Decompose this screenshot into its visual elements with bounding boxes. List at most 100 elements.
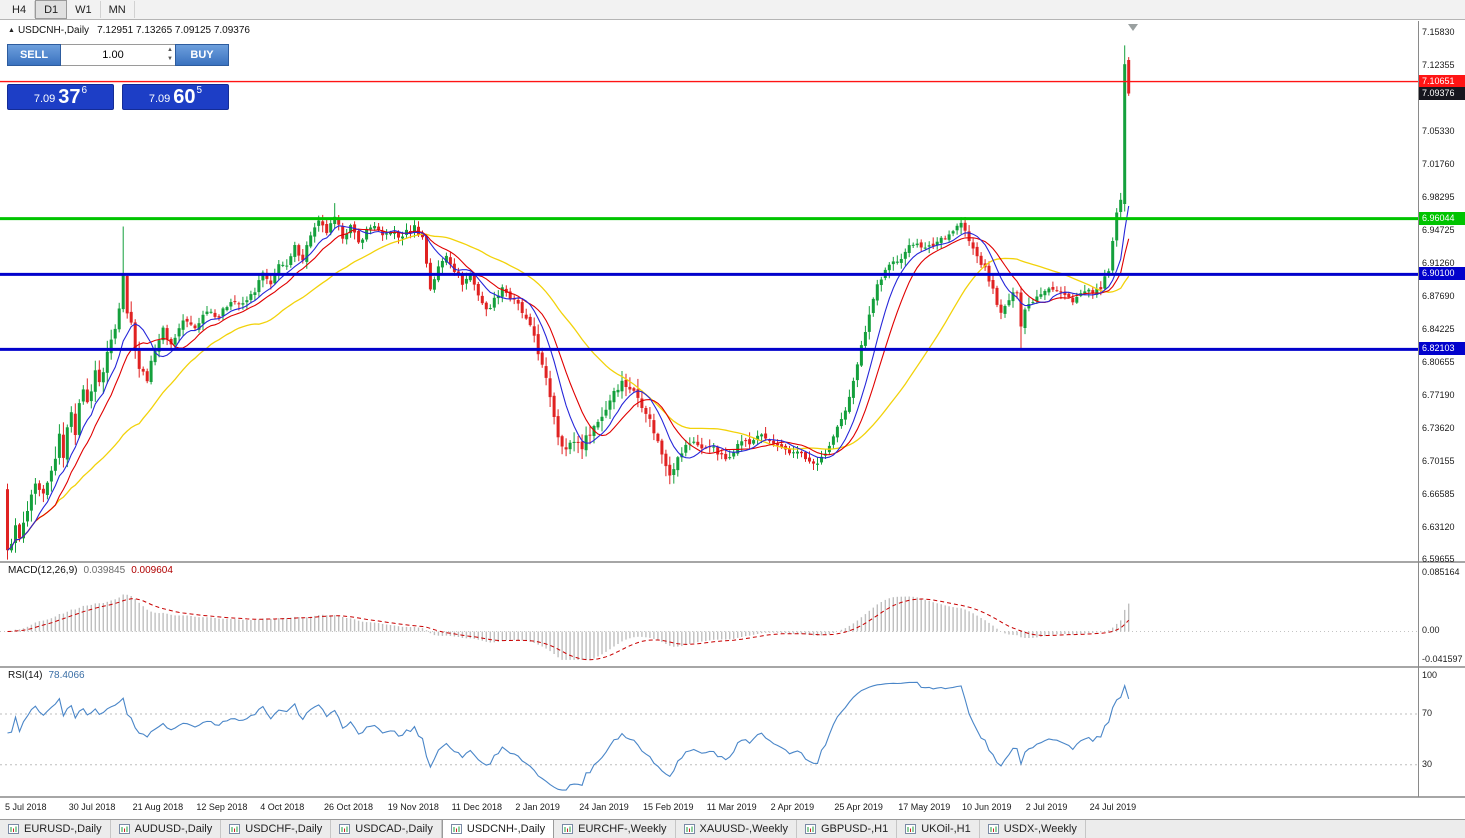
price-line-badge: 6.90100 [1419,267,1465,281]
buy-price-point: 5 [196,85,203,96]
date-axis-label: 25 Apr 2019 [834,802,883,812]
period-button-mn[interactable]: MN [101,1,135,18]
chart-tab-audusd-daily[interactable]: AUDUSD-,Daily [111,820,222,838]
chart-tab-usdx-weekly[interactable]: USDX-,Weekly [980,820,1086,838]
price-line-badge: 6.96044 [1419,211,1465,225]
pane-separator-macd-rsi[interactable] [0,666,1465,668]
buy-button[interactable]: BUY [175,44,229,66]
price-axis-label: 6.98295 [1422,191,1455,202]
price-axis-label: 7.15830 [1422,27,1455,37]
price-line-badge: 6.82103 [1419,342,1465,356]
sell-price-base: 7.09 [33,93,56,105]
volume-down-button[interactable]: ▼ [167,56,173,62]
chart-symbol-period: USDCNH-,Daily [17,25,90,36]
date-axis-label: 24 Jul 2019 [1089,802,1137,812]
chart-tab-label: XAUUSD-,Weekly [699,823,788,835]
chart-tab-label: USDCHF-,Daily [245,823,323,835]
period-button-h4[interactable]: H4 [4,1,36,18]
time-axis[interactable]: 5 Jul 2018 30 Jul 2018 21 Aug 2018 12 Sep 2… [0,799,1418,819]
moving-average-mid-line [7,228,1130,551]
price-axis-separator [1418,21,1419,797]
chart-tab-gbpusd-h1[interactable]: GBPUSD-,H1 [797,820,898,838]
chart-tab-xauusd-weekly[interactable]: XAUUSD-,Weekly [676,820,797,838]
date-axis-label: 12 Sep 2018 [196,802,248,812]
date-axis-label: 30 Jul 2018 [68,802,116,812]
chart-tab-eurchf-weekly[interactable]: EURCHF-,Weekly [554,820,676,838]
buy-price-pips: 60 [173,86,196,108]
one-click-price-row: 7.09 37 6 7.09 60 5 [7,84,229,110]
chart-window-icon [905,824,917,834]
candlestick-series [6,45,1131,560]
chart-tab-label: EURCHF-,Weekly [578,823,667,835]
period-toolbar: H4 D1 W1 MN [0,0,1465,20]
date-axis-label: 10 Jun 2019 [962,802,1012,812]
chart-tab-label: EURUSD-,Daily [24,823,102,835]
price-axis-label: 6.91260 [1422,257,1455,268]
buy-price-button[interactable]: 7.09 60 5 [122,84,229,110]
period-button-d1[interactable]: D1 [35,0,68,19]
price-axis-label: 6.77190 [1422,389,1455,400]
rsi-axis-label: 30 [1422,758,1433,769]
rsi-axis-label: 100 [1422,670,1438,680]
macd-axis-label: -0.041597 [1422,653,1463,664]
moving-average-fast-line [7,205,1130,551]
macd-signal-line [7,598,1130,661]
price-axis-label: 6.84225 [1422,323,1455,334]
date-axis-label: 5 Jul 2018 [5,802,47,812]
chart-window-icon [804,824,816,834]
chart-canvas[interactable] [0,0,1465,799]
volume-input[interactable] [61,45,175,65]
date-axis-label: 4 Oct 2018 [260,802,305,812]
macd-signal-value: 0.009604 [131,565,173,576]
price-line-badge: 7.10651 [1419,74,1465,88]
macd-main-value: 0.039845 [83,565,126,576]
price-axis-label: 6.63120 [1422,521,1455,532]
macd-label: MACD(12,26,9) 0.039845 0.009604 [8,565,173,576]
chart-tab-ukoil-h1[interactable]: UKOil-,H1 [897,820,980,838]
date-axis-label: 2 Jul 2019 [1025,802,1068,812]
sell-price-pips: 37 [58,86,81,108]
chart-tab-label: USDCAD-,Daily [355,823,433,835]
chart-tab-label: AUDUSD-,Daily [134,823,213,835]
chart-window-icon [562,824,574,834]
macd-name: MACD(12,26,9) [8,565,78,576]
chart-tab-usdcad-daily[interactable]: USDCAD-,Daily [331,820,442,838]
chart-window-icon [229,824,241,834]
price-axis-label: 6.80655 [1422,357,1455,367]
chart-tab-label: UKOil-,H1 [921,823,971,835]
date-axis-label: 17 May 2019 [898,802,951,812]
period-button-w1[interactable]: W1 [67,1,101,18]
price-axis-label: 7.01760 [1422,159,1455,169]
moving-average-slow-line [7,233,1130,551]
sell-price-point: 6 [81,85,88,96]
date-axis-label: 19 Nov 2018 [387,802,439,812]
chart-window-icon [8,824,19,834]
chart-window-icon [118,824,130,834]
chart-tab-eurusd-daily[interactable]: EURUSD-,Daily [0,820,111,838]
chart-tab-usdchf-daily[interactable]: USDCHF-,Daily [221,820,332,838]
rsi-axis-label: 70 [1422,708,1433,719]
volume-up-button[interactable]: ▲ [167,47,173,53]
chart-tab-usdcnh-daily[interactable]: USDCNH-,Daily [441,819,555,838]
price-axis[interactable]: 7.15830 7.12355 7.05330 7.01760 6.98295 6.947… [1419,0,1465,819]
chart-window-icon [987,824,999,834]
price-axis-label: 7.12355 [1422,59,1455,70]
pane-separator-main-macd[interactable] [0,561,1465,563]
rsi-value: 78.4066 [48,670,85,681]
price-axis-label: 6.66585 [1422,489,1455,499]
chart-tab-bar: EURUSD-,Daily AUDUSD-,Daily USDCHF-,Daily U… [0,819,1465,838]
one-click-trading-panel: SELL ▲ ▼ BUY [7,44,229,66]
chart-title-marker-icon: ▲ [8,27,15,34]
date-axis-label: 11 Mar 2019 [706,802,757,812]
macd-histogram [10,594,1130,660]
price-axis-label: 6.73620 [1422,423,1455,433]
price-axis-label: 6.59655 [1422,554,1455,565]
sell-button[interactable]: SELL [7,44,61,66]
date-axis-label: 2 Jan 2019 [515,802,560,812]
volume-field: ▲ ▼ [61,44,175,66]
rsi-name: RSI(14) [8,670,43,681]
chart-shift-marker-icon[interactable] [1128,24,1138,31]
price-axis-label: 6.87690 [1422,291,1455,301]
sell-price-button[interactable]: 7.09 37 6 [7,84,114,110]
